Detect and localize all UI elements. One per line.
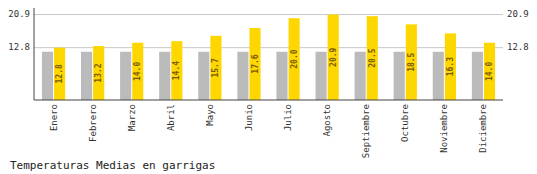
- x-tick-label: Octubre: [400, 104, 410, 142]
- x-axis-line: [34, 99, 503, 100]
- x-tick-label: Junio: [244, 104, 254, 131]
- x-tick-label: Marzo: [127, 104, 137, 131]
- data-label: 16.3: [446, 57, 455, 76]
- bar: [171, 41, 182, 100]
- bar: [367, 16, 378, 100]
- data-label: 18.5: [407, 52, 416, 71]
- data-label: 20.5: [368, 48, 377, 67]
- bar: [445, 33, 456, 100]
- y-tick-label: 20.9: [8, 9, 30, 19]
- x-tick-label: Febrero: [88, 104, 98, 142]
- bar: [132, 43, 143, 100]
- x-tick-label: Enero: [49, 104, 59, 131]
- bar: [81, 52, 92, 100]
- bar: [210, 36, 221, 100]
- x-tick-label: Septiembre: [361, 104, 371, 158]
- y-tick-label-right: 12.8: [507, 42, 529, 52]
- x-tick-label: Noviembre: [439, 104, 449, 153]
- data-label: 13.2: [94, 63, 103, 82]
- bar: [93, 46, 104, 100]
- bar: [237, 52, 248, 100]
- bar: [159, 52, 170, 100]
- bar: [249, 28, 260, 100]
- bar: [276, 52, 287, 100]
- x-tick-label: Diciembre: [478, 104, 488, 153]
- data-label: 20.0: [290, 49, 299, 68]
- data-label: 15.7: [211, 58, 220, 77]
- data-label: 20.9: [329, 47, 338, 66]
- data-label: 12.8: [55, 64, 64, 83]
- bar: [198, 52, 209, 100]
- y-tick-label-right: 20.9: [507, 9, 529, 19]
- bar: [472, 52, 483, 100]
- bar: [316, 52, 327, 100]
- x-tick-label: Mayo: [205, 104, 215, 126]
- chart-container: 12.8 12.8 20.9 20.9 12.8 13.2 14.0 14.4 15.7 17.6…: [0, 0, 537, 174]
- bar: [433, 52, 444, 100]
- data-label: 14.4: [172, 61, 181, 80]
- bars: [42, 15, 495, 100]
- bar: [42, 52, 53, 100]
- grid-line: [34, 47, 503, 48]
- y-axis-line: [34, 8, 35, 100]
- x-tick-label: Julio: [283, 104, 293, 131]
- grid-line: [34, 14, 503, 15]
- bar: [355, 52, 366, 100]
- y-tick-label: 12.8: [8, 42, 30, 52]
- data-label: 17.6: [251, 54, 260, 73]
- x-tick-label: Agosto: [322, 104, 332, 137]
- bar: [484, 43, 495, 100]
- bar: [289, 18, 300, 100]
- data-label: 14.0: [133, 62, 142, 81]
- grid: [34, 15, 503, 48]
- data-labels: 12.8 13.2 14.0 14.4 15.7 17.6 20.0 20.9 20.5 18.5…: [55, 47, 494, 83]
- bar: [394, 52, 405, 100]
- data-label: 14.0: [485, 62, 494, 81]
- chart: 12.8 12.8 20.9 20.9 12.8 13.2 14.0 14.4 15.7 17.6…: [0, 0, 537, 174]
- bar: [406, 24, 417, 100]
- bar: [328, 15, 339, 100]
- title: Temperaturas Medias en garrigas: [10, 159, 215, 172]
- x-tick-label: Abril: [166, 104, 176, 131]
- bar: [54, 48, 65, 100]
- bar: [120, 52, 131, 100]
